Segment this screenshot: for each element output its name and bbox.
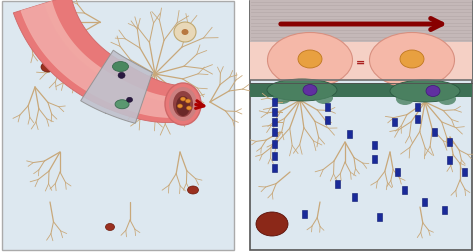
Bar: [373, 141, 377, 149]
Ellipse shape: [186, 107, 191, 111]
Ellipse shape: [273, 93, 291, 105]
Ellipse shape: [267, 33, 353, 88]
Ellipse shape: [438, 94, 456, 106]
Ellipse shape: [174, 23, 196, 43]
Polygon shape: [81, 51, 153, 124]
Bar: [2, 2, 234, 250]
Bar: [273, 164, 277, 172]
Bar: [447, 156, 453, 164]
Ellipse shape: [396, 94, 414, 106]
Polygon shape: [13, 0, 183, 123]
Bar: [273, 152, 277, 160]
Bar: [326, 116, 330, 124]
Ellipse shape: [173, 92, 193, 117]
Ellipse shape: [390, 81, 460, 103]
Bar: [250, 2, 472, 250]
Bar: [373, 155, 377, 163]
Bar: [273, 129, 277, 137]
Bar: [273, 140, 277, 148]
Ellipse shape: [106, 224, 115, 231]
Bar: [250, 43, 472, 81]
Bar: [273, 99, 277, 107]
Bar: [347, 131, 353, 138]
Bar: [273, 109, 277, 116]
Ellipse shape: [370, 33, 455, 88]
Bar: [336, 180, 340, 188]
Ellipse shape: [118, 73, 125, 79]
Ellipse shape: [426, 86, 440, 97]
Ellipse shape: [267, 80, 337, 102]
Bar: [377, 213, 383, 221]
Bar: [416, 115, 420, 123]
Ellipse shape: [256, 212, 288, 236]
Bar: [416, 104, 420, 112]
Bar: [353, 193, 357, 201]
Bar: [273, 118, 277, 127]
Ellipse shape: [185, 100, 191, 104]
Bar: [395, 168, 401, 176]
Bar: [402, 186, 408, 194]
Bar: [250, 84, 472, 98]
Ellipse shape: [188, 186, 199, 194]
Ellipse shape: [298, 51, 322, 69]
Bar: [447, 138, 453, 146]
Ellipse shape: [177, 105, 182, 109]
Ellipse shape: [165, 84, 201, 125]
Ellipse shape: [169, 88, 197, 121]
Bar: [432, 129, 438, 137]
Ellipse shape: [115, 100, 129, 109]
Ellipse shape: [176, 97, 190, 116]
Ellipse shape: [303, 85, 317, 96]
Bar: [250, 0, 472, 43]
Bar: [392, 118, 398, 127]
Ellipse shape: [127, 98, 133, 103]
Bar: [326, 104, 330, 112]
Polygon shape: [20, 2, 183, 118]
Ellipse shape: [41, 63, 55, 73]
Polygon shape: [21, 4, 183, 118]
Ellipse shape: [182, 30, 189, 36]
Bar: [302, 210, 308, 218]
Text: =: =: [356, 58, 365, 68]
Ellipse shape: [112, 62, 128, 72]
Ellipse shape: [400, 51, 424, 69]
Bar: [463, 168, 467, 176]
Bar: [443, 206, 447, 214]
Ellipse shape: [315, 93, 333, 105]
Ellipse shape: [181, 98, 185, 102]
Bar: [422, 198, 428, 206]
